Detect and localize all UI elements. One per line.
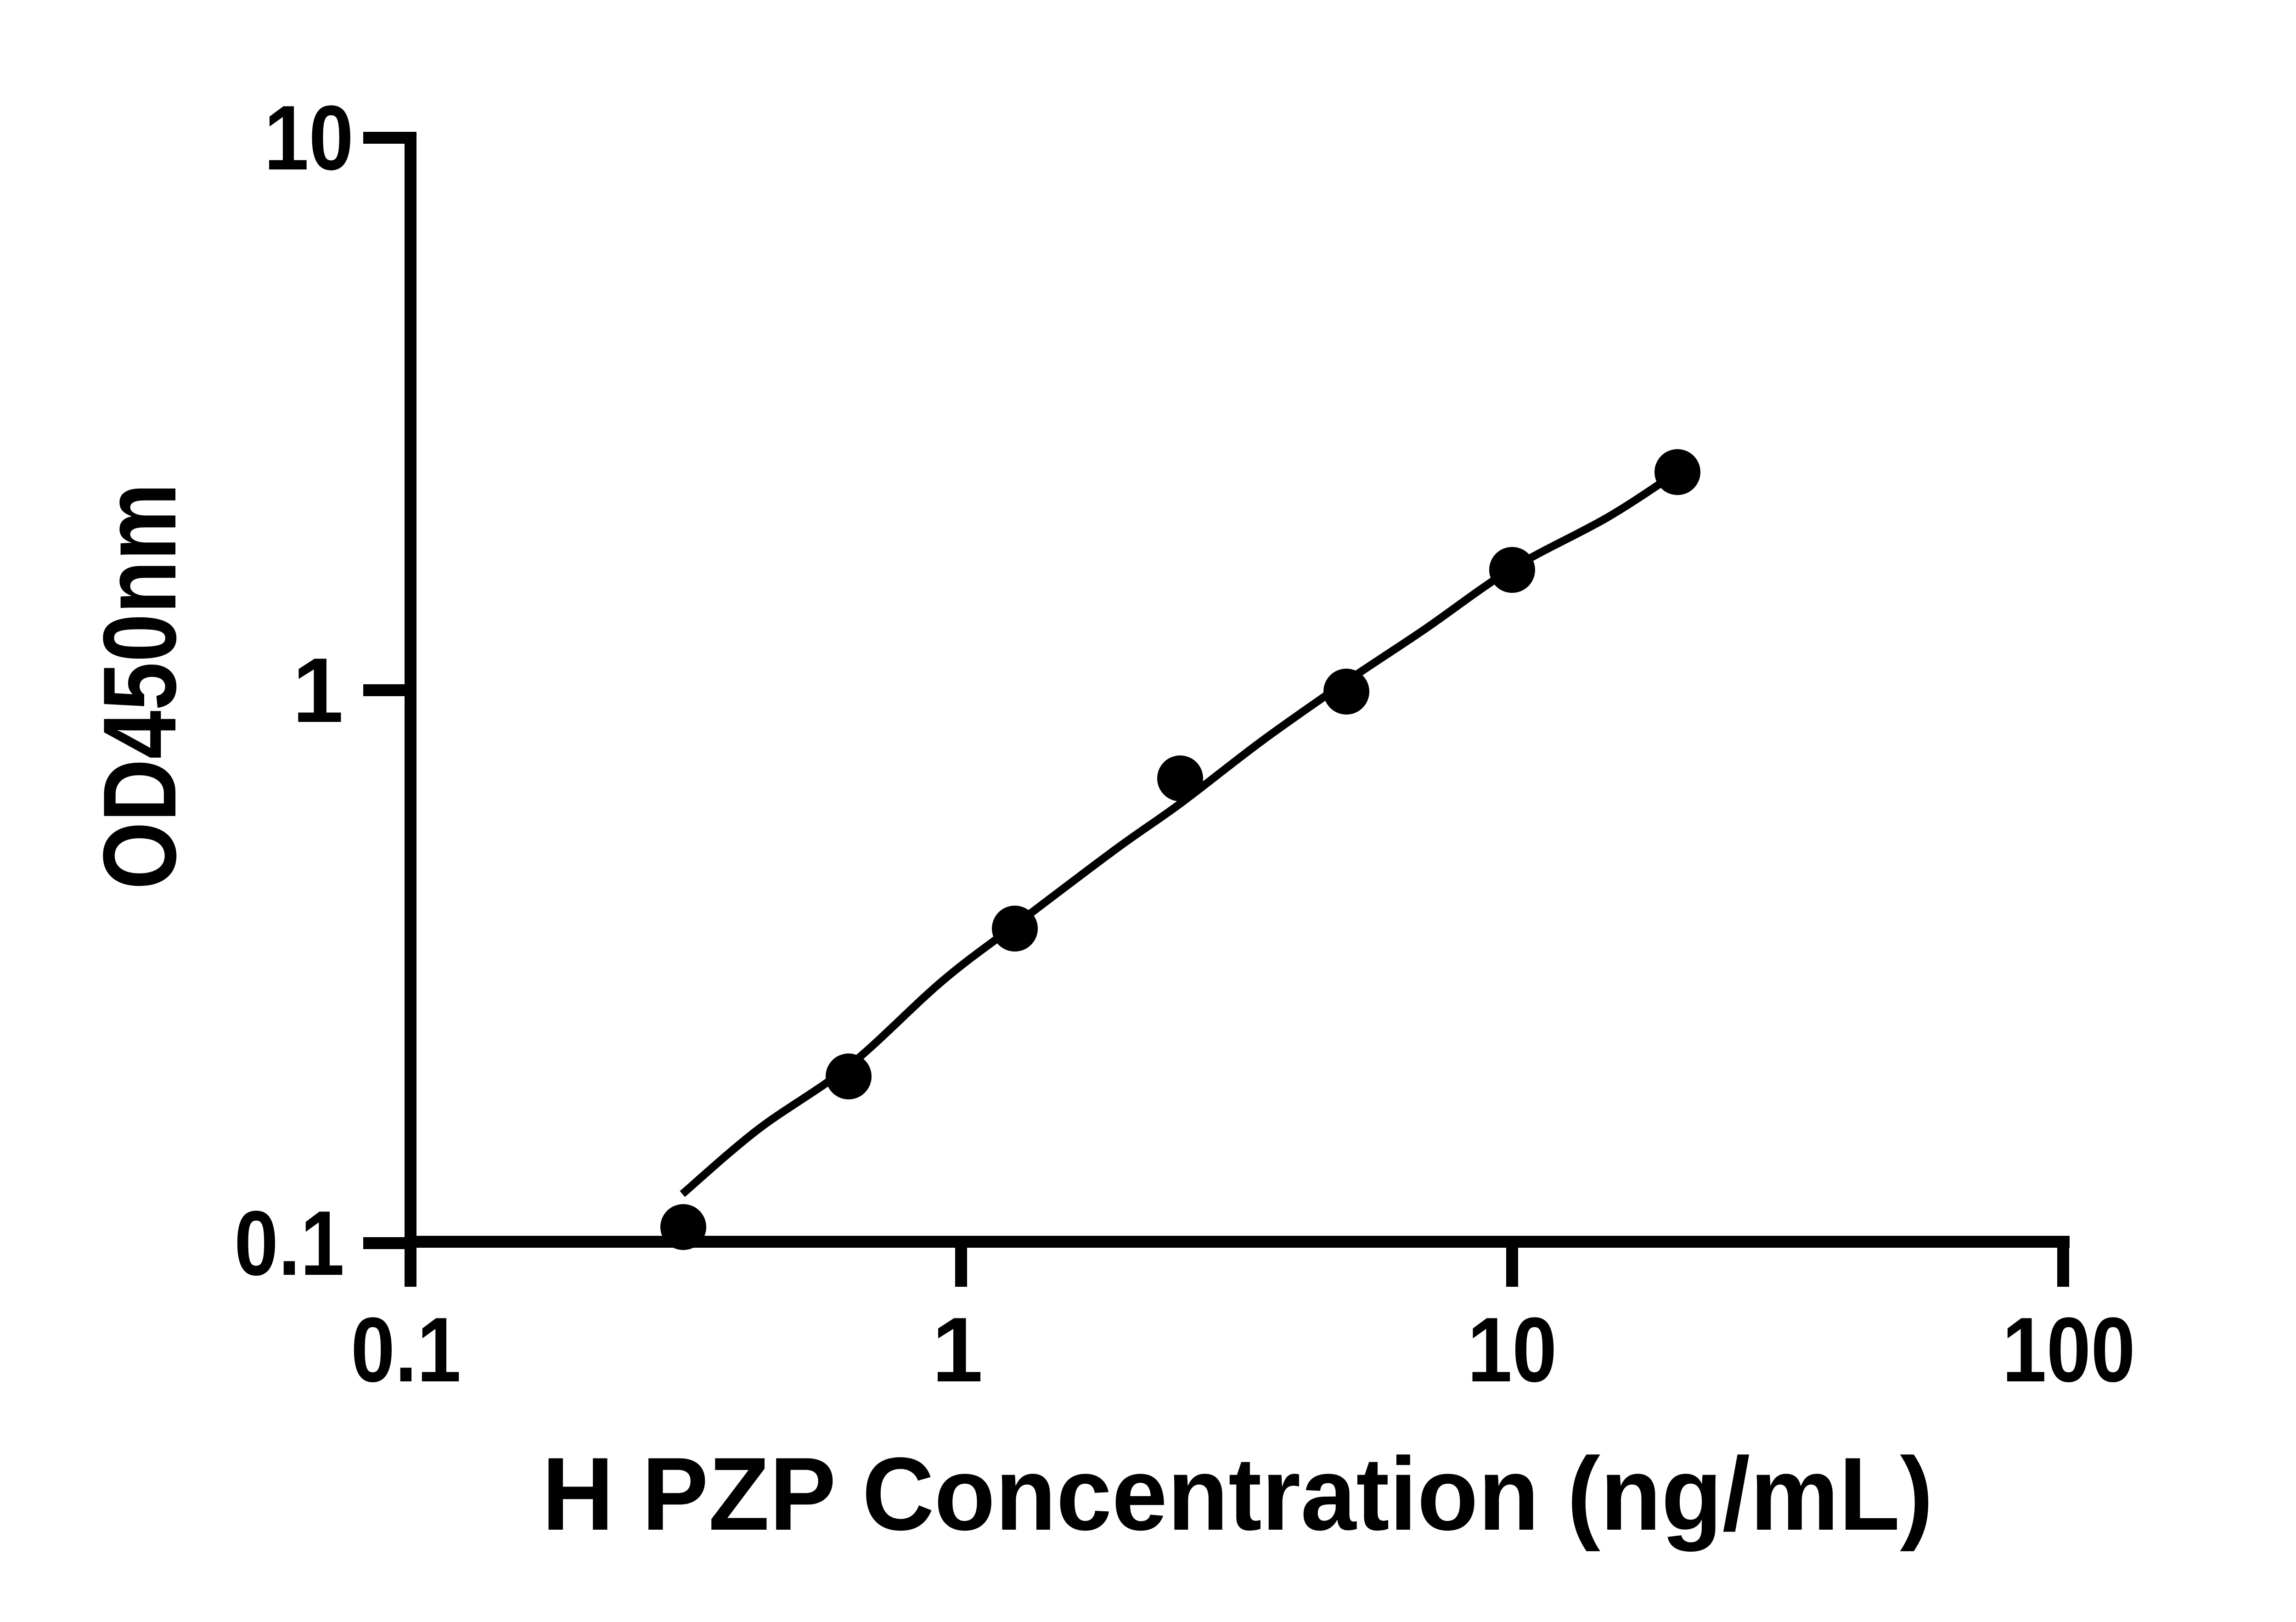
svg-text:100: 100 <box>2002 1299 2135 1401</box>
svg-text:0.1: 0.1 <box>234 1192 344 1295</box>
svg-text:1: 1 <box>293 639 343 742</box>
svg-text:H PZP Concentration (ng/mL): H PZP Concentration (ng/mL) <box>542 1436 1933 1552</box>
svg-text:10: 10 <box>264 87 354 189</box>
svg-text:10: 10 <box>1468 1299 1557 1401</box>
svg-text:0.1: 0.1 <box>351 1299 461 1401</box>
svg-text:OD450nm: OD450nm <box>81 483 197 890</box>
svg-text:1: 1 <box>932 1299 983 1401</box>
